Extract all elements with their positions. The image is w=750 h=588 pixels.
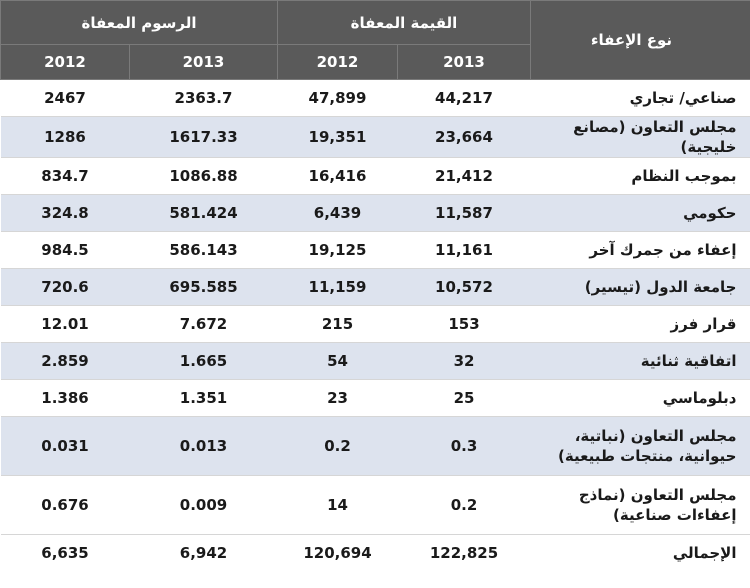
cell-fees-2012: 0.676 [0, 475, 130, 535]
cell-fees-2013: 0.009 [129, 475, 278, 535]
cell-value-2013: 11,587 [397, 194, 531, 232]
cell-fees-2013: 581.424 [129, 194, 278, 232]
cell-value-2012: 14 [277, 475, 398, 535]
cell-value-2012: 11,159 [277, 268, 398, 306]
row-type: قرار فرز [530, 305, 750, 343]
cell-fees-2012: 984.5 [0, 231, 130, 269]
cell-fees-2012: 720.6 [0, 268, 130, 306]
table-row: مجلس التعاون (نماذج إعفاءات صناعية) 0.2 … [0, 475, 750, 535]
table-row: قرار فرز 153 215 7.672 12.01 [0, 305, 750, 343]
exemptions-table: نوع الإعفاء القيمة المعفاة الرسوم المعفا… [0, 0, 750, 570]
table-row: اتفاقية ثنائية 32 54 1.665 2.859 [0, 342, 750, 380]
cell-fees-2012: 324.8 [0, 194, 130, 232]
cell-fees-2012: 1286 [0, 116, 130, 158]
total-label: الإجمالي [530, 534, 750, 570]
header-exempt-fees: الرسوم المعفاة [0, 0, 278, 45]
cell-fees-2013: 1086.88 [129, 157, 278, 195]
cell-fees-2013: 7.672 [129, 305, 278, 343]
cell-value-2012: 215 [277, 305, 398, 343]
cell-fees-2012: 12.01 [0, 305, 130, 343]
cell-value-2012: 19,351 [277, 116, 398, 158]
table-row: مجلس التعاون (نباتية، حيوانية، منتجات طب… [0, 416, 750, 476]
cell-fees-2013: 1617.33 [129, 116, 278, 158]
cell-fees-2013: 1.665 [129, 342, 278, 380]
row-type: جامعة الدول (تيسير) [530, 268, 750, 306]
row-type: حكومي [530, 194, 750, 232]
cell-fees-2012: 2.859 [0, 342, 130, 380]
row-type: مجلس التعاون (نباتية، حيوانية، منتجات طب… [530, 416, 750, 476]
cell-fees-2013: 0.013 [129, 416, 278, 476]
table-row: إعفاء من جمرك آخر 11,161 19,125 586.143 … [0, 231, 750, 269]
total-value-2013: 122,825 [397, 534, 531, 570]
row-type: دبلوماسي [530, 379, 750, 417]
table-row: صناعي/ تجاري 44,217 47,899 2363.7 2467 [0, 79, 750, 117]
table-row: بموجب النظام 21,412 16,416 1086.88 834.7 [0, 157, 750, 195]
header-fees-2012: 2012 [0, 44, 130, 80]
total-value-2012: 120,694 [277, 534, 398, 570]
cell-value-2013: 0.3 [397, 416, 531, 476]
header-value-2013: 2013 [397, 44, 531, 80]
row-type: مجلس التعاون (مصانع خليجية) [530, 116, 750, 158]
cell-value-2012: 47,899 [277, 79, 398, 117]
cell-value-2013: 10,572 [397, 268, 531, 306]
total-row: الإجمالي 122,825 120,694 6,942 6,635 [0, 534, 750, 570]
cell-fees-2012: 0.031 [0, 416, 130, 476]
header-value-2012: 2012 [277, 44, 398, 80]
row-type: صناعي/ تجاري [530, 79, 750, 117]
total-fees-2012: 6,635 [0, 534, 130, 570]
cell-fees-2013: 2363.7 [129, 79, 278, 117]
row-type: إعفاء من جمرك آخر [530, 231, 750, 269]
table-row: جامعة الدول (تيسير) 10,572 11,159 695.58… [0, 268, 750, 306]
cell-fees-2012: 2467 [0, 79, 130, 117]
table-row: حكومي 11,587 6,439 581.424 324.8 [0, 194, 750, 232]
cell-value-2013: 23,664 [397, 116, 531, 158]
cell-fees-2013: 695.585 [129, 268, 278, 306]
cell-value-2012: 0.2 [277, 416, 398, 476]
row-type: اتفاقية ثنائية [530, 342, 750, 380]
cell-value-2012: 16,416 [277, 157, 398, 195]
table-header: نوع الإعفاء القيمة المعفاة الرسوم المعفا… [0, 0, 750, 80]
table-row: مجلس التعاون (مصانع خليجية) 23,664 19,35… [0, 116, 750, 158]
header-exempt-value: القيمة المعفاة [277, 0, 531, 45]
cell-fees-2013: 586.143 [129, 231, 278, 269]
cell-value-2013: 25 [397, 379, 531, 417]
cell-value-2012: 6,439 [277, 194, 398, 232]
cell-fees-2012: 834.7 [0, 157, 130, 195]
total-fees-2013: 6,942 [129, 534, 278, 570]
cell-value-2012: 54 [277, 342, 398, 380]
cell-value-2013: 32 [397, 342, 531, 380]
cell-value-2013: 44,217 [397, 79, 531, 117]
cell-value-2013: 153 [397, 305, 531, 343]
table-row: دبلوماسي 25 23 1.351 1.386 [0, 379, 750, 417]
row-type: بموجب النظام [530, 157, 750, 195]
cell-value-2013: 21,412 [397, 157, 531, 195]
cell-fees-2013: 1.351 [129, 379, 278, 417]
header-fees-2013: 2013 [129, 44, 278, 80]
cell-value-2012: 23 [277, 379, 398, 417]
cell-value-2013: 11,161 [397, 231, 531, 269]
row-type: مجلس التعاون (نماذج إعفاءات صناعية) [530, 475, 750, 535]
header-exemption-type: نوع الإعفاء [530, 0, 750, 80]
cell-value-2013: 0.2 [397, 475, 531, 535]
cell-fees-2012: 1.386 [0, 379, 130, 417]
cell-value-2012: 19,125 [277, 231, 398, 269]
